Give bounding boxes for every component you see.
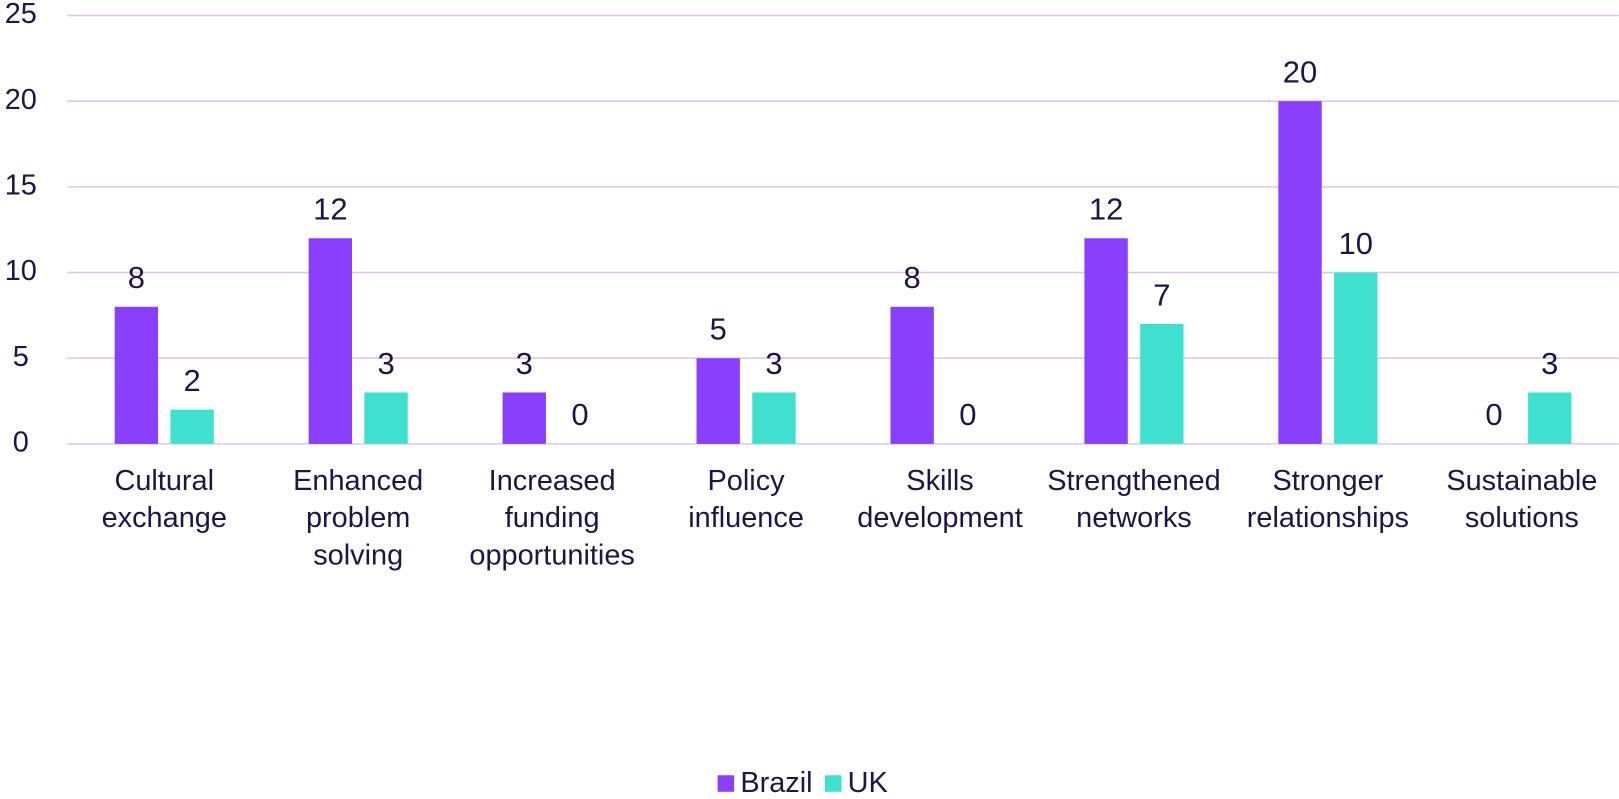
y-tick-label: 25 (5, 0, 37, 30)
value-label: 0 (1485, 397, 1502, 432)
bar (1528, 392, 1572, 444)
legend-label: UK (848, 767, 888, 799)
bar (1278, 101, 1322, 444)
bar (890, 306, 934, 444)
value-label: 3 (765, 346, 782, 381)
x-tick-label: Cultural exchange (102, 465, 227, 534)
value-label: 7 (1153, 277, 1170, 312)
value-label: 3 (377, 346, 394, 381)
value-label: 8 (128, 260, 145, 295)
value-label: 12 (1089, 192, 1123, 227)
value-label: 10 (1339, 226, 1373, 261)
legend-swatch (824, 775, 842, 792)
legend-label: Brazil (740, 767, 812, 799)
x-tick-label: Sustainable solutions (1446, 465, 1597, 534)
bar (752, 392, 796, 444)
value-label: 8 (904, 260, 921, 295)
x-tick-label: Stronger relationships (1247, 465, 1409, 534)
bar (1334, 272, 1378, 444)
bar (170, 409, 214, 444)
y-tick-label: 5 (13, 341, 29, 373)
legend-swatch (717, 775, 735, 792)
value-label: 0 (571, 397, 588, 432)
x-tick-label: Increased funding opportunities (469, 465, 634, 571)
y-tick-label: 0 (13, 427, 29, 459)
bar (114, 306, 159, 444)
value-label: 3 (1541, 346, 1558, 381)
x-tick-label: Enhanced problem solving (293, 465, 423, 571)
x-tick-label: Skills development (857, 465, 1022, 534)
x-tick-label: Strengthened networks (1047, 465, 1221, 534)
value-label: 12 (313, 192, 347, 227)
value-label: 3 (516, 346, 533, 381)
bar (364, 392, 408, 444)
value-label: 2 (184, 363, 201, 398)
bar (308, 238, 352, 444)
value-label: 0 (959, 397, 976, 432)
y-tick-label: 15 (5, 169, 37, 201)
value-label: 5 (710, 312, 727, 347)
x-tick-label: Policy influence (688, 465, 804, 534)
y-tick-label: 10 (5, 255, 37, 287)
bar (1140, 323, 1184, 444)
y-tick-label: 20 (5, 84, 37, 116)
bar (1084, 238, 1128, 444)
bar (502, 392, 546, 444)
value-label: 20 (1283, 54, 1317, 89)
bar (696, 358, 740, 444)
